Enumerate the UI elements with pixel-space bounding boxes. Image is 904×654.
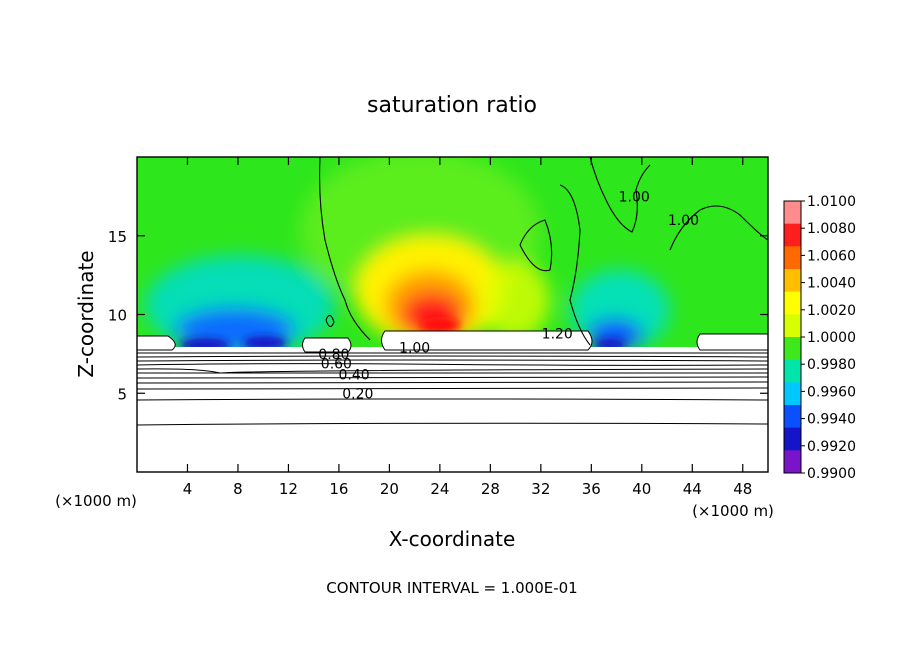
colorbar-swatch <box>784 359 801 383</box>
lower-white-region <box>137 347 768 472</box>
colorbar: 1.0100 1.0080 1.0060 1.0040 1.0020 1.0000 0.99… <box>783 194 856 482</box>
colorbar-swatch <box>784 201 801 225</box>
x-tick-label: 20 <box>380 480 399 498</box>
colorbar-swatch <box>784 246 801 270</box>
contour-label: 1.00 <box>619 189 650 205</box>
contour-label: 1.00 <box>399 341 430 357</box>
colorbar-label: 0.9960 <box>807 384 856 400</box>
colorbar-swatch <box>784 269 801 293</box>
colorbar-swatch <box>784 427 801 451</box>
x-axis: 4 8 12 16 20 24 28 32 36 40 44 48 <box>183 157 752 498</box>
colorbar-swatch <box>784 291 801 315</box>
contour-label: 0.20 <box>342 386 373 402</box>
colorbar-label: 1.0080 <box>807 221 856 237</box>
colorbar-label: 0.9900 <box>807 466 856 482</box>
contour-label: 1.00 <box>668 213 699 229</box>
colorbar-label: 0.9920 <box>807 439 856 455</box>
x-tick-label: 36 <box>582 480 601 498</box>
colorbar-label: 0.9940 <box>807 412 856 428</box>
colorbar-swatch <box>784 450 801 474</box>
field-area <box>137 157 768 472</box>
contour-label: 0.60 <box>321 356 352 372</box>
contour-1.00-far <box>669 205 768 251</box>
x-tick-label: 32 <box>531 480 550 498</box>
colorbar-label: 1.0000 <box>807 330 856 346</box>
x-tick-label: 28 <box>481 480 500 498</box>
y-axis: 5 10 15 <box>108 228 768 403</box>
colorbar-label: 1.0040 <box>807 276 856 292</box>
contour-label: 0.40 <box>338 367 369 383</box>
contour-1.00-mid <box>559 184 591 346</box>
contour-1.00-right <box>589 157 651 233</box>
y-tick-label: 5 <box>117 385 127 403</box>
contour-1.00-small <box>519 219 553 272</box>
colorbar-swatch <box>784 314 801 338</box>
field-blobs <box>145 157 670 355</box>
chart-title: saturation ratio <box>367 93 537 118</box>
colorbar-swatch <box>784 337 801 361</box>
colorbar-label: 1.0060 <box>807 248 856 264</box>
x-tick-label: 4 <box>183 480 193 498</box>
x-tick-label: 8 <box>233 480 243 498</box>
contour-labels: 0.20 0.400.600.80 1.00 1.20 1.00 1.00 <box>318 189 699 402</box>
x-tick-label: 48 <box>733 480 752 498</box>
contour-label: 0.80 <box>318 347 349 363</box>
contour-1.00-left <box>319 157 371 341</box>
colorbar-swatch <box>784 223 801 247</box>
contour-interval-footer: CONTOUR INTERVAL = 1.000E-01 <box>326 579 577 597</box>
contour-0.20 <box>137 398 768 401</box>
x-tick-label: 16 <box>329 480 348 498</box>
saturation-contours <box>319 157 768 346</box>
colorbar-swatch <box>784 382 801 406</box>
colorbar-label: 1.0020 <box>807 303 856 319</box>
contour-label: 1.20 <box>542 326 573 342</box>
contour-bump <box>325 314 335 328</box>
colorbar-label: 1.0100 <box>807 194 856 210</box>
colorbar-label: 0.9980 <box>807 357 856 373</box>
x-axis-label: X-coordinate <box>389 527 516 551</box>
stable-layer-contours <box>137 352 768 426</box>
x-unit-right: (×1000 m) <box>692 502 774 520</box>
x-tick-label: 24 <box>430 480 449 498</box>
cloud-white-areas <box>137 330 768 353</box>
y-axis-label: Z-coordinate <box>74 250 98 377</box>
x-unit-left: (×1000 m) <box>55 492 137 510</box>
yellow-right <box>480 260 550 340</box>
x-tick-label: 12 <box>279 480 298 498</box>
y-tick-label: 15 <box>108 228 127 246</box>
y-tick-label: 10 <box>108 307 127 325</box>
x-tick-label: 40 <box>632 480 651 498</box>
colorbar-swatch <box>784 405 801 429</box>
x-tick-label: 44 <box>683 480 702 498</box>
